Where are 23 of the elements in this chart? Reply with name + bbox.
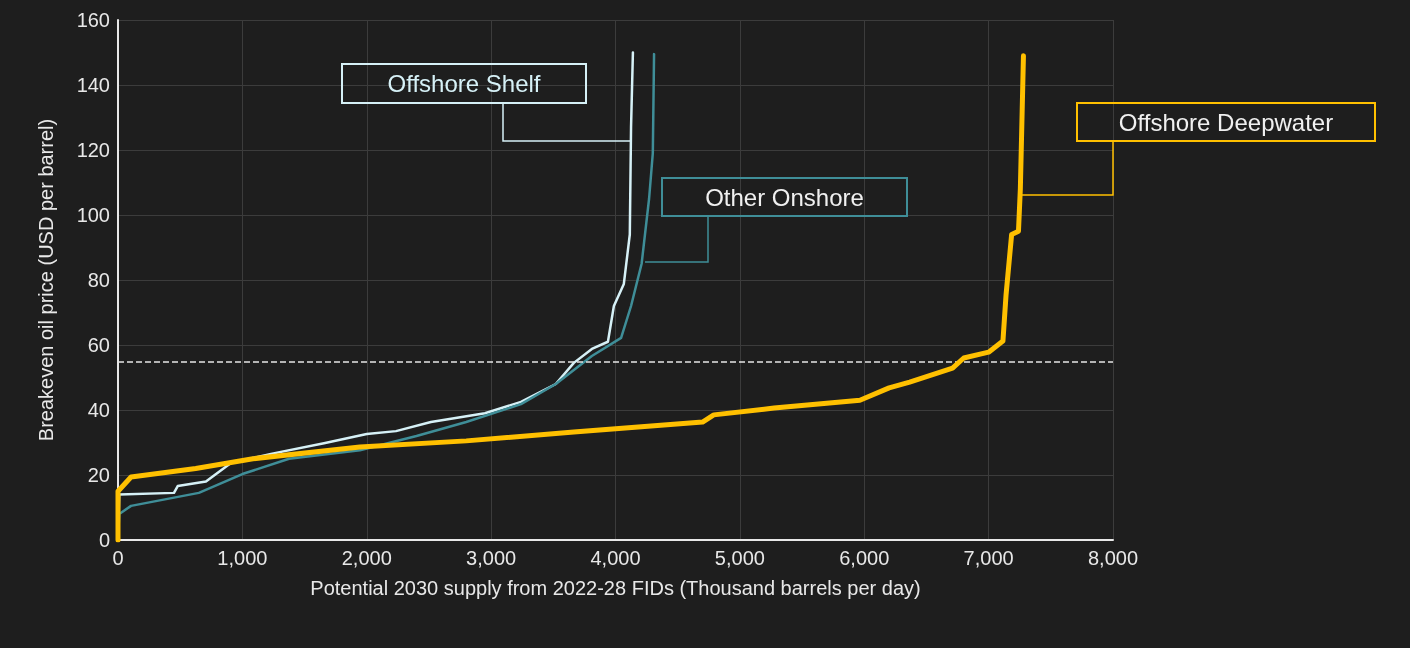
y-tick-label: 60 — [87, 334, 110, 356]
y-tick-label: 40 — [87, 399, 110, 421]
x-axis-title: Potential 2030 supply from 2022-28 FIDs (Thousand barrels per day) — [310, 577, 921, 599]
y-tick-label: 0 — [98, 529, 110, 551]
text: Offshore Deepwater — [1118, 108, 1334, 136]
x-tick-label: 6,000 — [839, 547, 890, 569]
x-tick-label: 8,000 — [1087, 547, 1139, 569]
y-tick-label: 80 — [87, 269, 110, 291]
text: Offshore Shelf — [387, 70, 541, 97]
x-tick-label: 0 — [112, 547, 124, 569]
y-tick-label: 160 — [76, 9, 110, 31]
y-axis-title: Breakeven oil price (USD per barrel) — [35, 118, 57, 442]
x-tick-label: 1,000 — [217, 547, 268, 569]
y-tick-label: 100 — [76, 204, 110, 226]
x-tick-label: 7,000 — [963, 547, 1014, 569]
text: Other Onshore — [705, 183, 864, 211]
x-tick-label: 3,000 — [466, 547, 517, 569]
y-tick-label: 120 — [76, 139, 110, 161]
y-tick-label: 140 — [76, 74, 110, 96]
y-tick-label: 20 — [87, 464, 110, 486]
x-tick-label: 4,000 — [590, 547, 641, 569]
x-tick-label: 5,000 — [714, 547, 765, 569]
x-tick-label: 2,000 — [341, 547, 392, 569]
